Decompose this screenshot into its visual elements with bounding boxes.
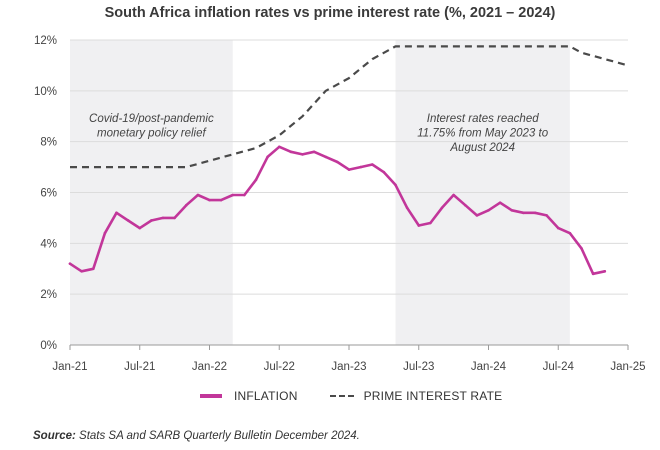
data-point — [161, 216, 165, 220]
data-point — [545, 214, 548, 217]
data-point — [417, 224, 421, 227]
chart-title: South Africa inflation rates vs prime in… — [104, 5, 556, 21]
data-point — [150, 219, 153, 222]
x-tick-label: Jul-21 — [124, 361, 155, 373]
data-point — [510, 208, 514, 212]
y-tick-label: 12% — [34, 35, 57, 47]
data-point — [533, 211, 537, 215]
data-point — [405, 206, 409, 210]
data-point — [429, 221, 432, 225]
legend-inflation-swatch — [200, 394, 222, 398]
data-point — [463, 203, 467, 207]
data-point — [196, 193, 200, 197]
y-tick-label: 10% — [34, 86, 57, 98]
data-point — [208, 198, 211, 202]
data-point — [243, 193, 246, 197]
data-point — [475, 214, 479, 217]
shaded-region-1-label: monetary policy relief — [97, 128, 207, 140]
source-note: Source: Stats SA and SARB Quarterly Bull… — [33, 430, 360, 442]
data-point — [522, 211, 525, 215]
shaded-region-2-label: Interest rates reached — [427, 113, 539, 125]
data-point — [289, 150, 293, 154]
data-point — [580, 247, 583, 250]
data-point — [498, 201, 502, 204]
x-tick-label: Jul-24 — [543, 361, 575, 373]
y-tick-label: 0% — [40, 340, 57, 352]
y-tick-label: 4% — [40, 238, 57, 250]
data-point — [91, 267, 95, 271]
data-point — [219, 198, 223, 202]
data-point — [394, 183, 397, 187]
data-point — [80, 269, 83, 273]
data-point — [184, 203, 188, 207]
chart-legend: INFLATION PRIME INTEREST RATE — [200, 389, 502, 403]
data-point — [440, 206, 444, 210]
data-point — [347, 168, 351, 171]
source-text: Stats SA and SARB Quarterly Bulletin Dec… — [75, 430, 360, 442]
legend-prime-swatch — [329, 395, 354, 397]
x-tick-label: Jan-21 — [52, 361, 87, 373]
data-point — [138, 226, 142, 230]
series-line-prime-interest-rate — [70, 45, 629, 169]
shaded-region-2-label: August 2024 — [449, 142, 515, 154]
x-tick-label: Jan-24 — [471, 361, 507, 373]
y-tick-label: 8% — [40, 137, 57, 149]
data-point — [103, 231, 107, 235]
shaded-region-1-label: Covid-19/post-pandemic — [89, 113, 214, 125]
data-point — [359, 165, 362, 169]
data-point — [487, 208, 490, 212]
x-tick-label: Jul-22 — [264, 361, 295, 373]
data-point — [452, 193, 455, 197]
data-point — [115, 211, 118, 215]
legend-prime-label: PRIME INTEREST RATE — [363, 389, 503, 403]
data-point — [312, 150, 316, 154]
x-tick-label: Jan-23 — [331, 361, 366, 373]
data-point — [370, 163, 374, 166]
data-point — [266, 155, 269, 159]
data-point — [126, 219, 130, 222]
source-label: Source: — [33, 430, 76, 442]
data-point — [301, 153, 304, 156]
y-tick-label: 6% — [40, 188, 57, 200]
data-point — [254, 178, 258, 182]
data-point — [603, 269, 607, 273]
data-point — [277, 145, 281, 149]
data-point — [556, 226, 560, 230]
x-tick-label: Jan-25 — [610, 361, 645, 373]
data-point — [173, 216, 176, 220]
data-point — [68, 262, 72, 265]
x-tick-label: Jul-23 — [403, 361, 434, 373]
x-tick-label: Jan-22 — [192, 361, 227, 373]
data-point — [591, 272, 595, 276]
data-point — [382, 170, 386, 174]
legend-inflation-label: INFLATION — [234, 389, 298, 403]
data-point — [324, 155, 328, 159]
y-tick-label: 2% — [40, 289, 57, 301]
data-point — [231, 193, 235, 197]
data-point — [568, 231, 572, 235]
shaded-region-2-label: 11.75% from May 2023 to — [417, 128, 548, 140]
data-point — [336, 160, 339, 164]
